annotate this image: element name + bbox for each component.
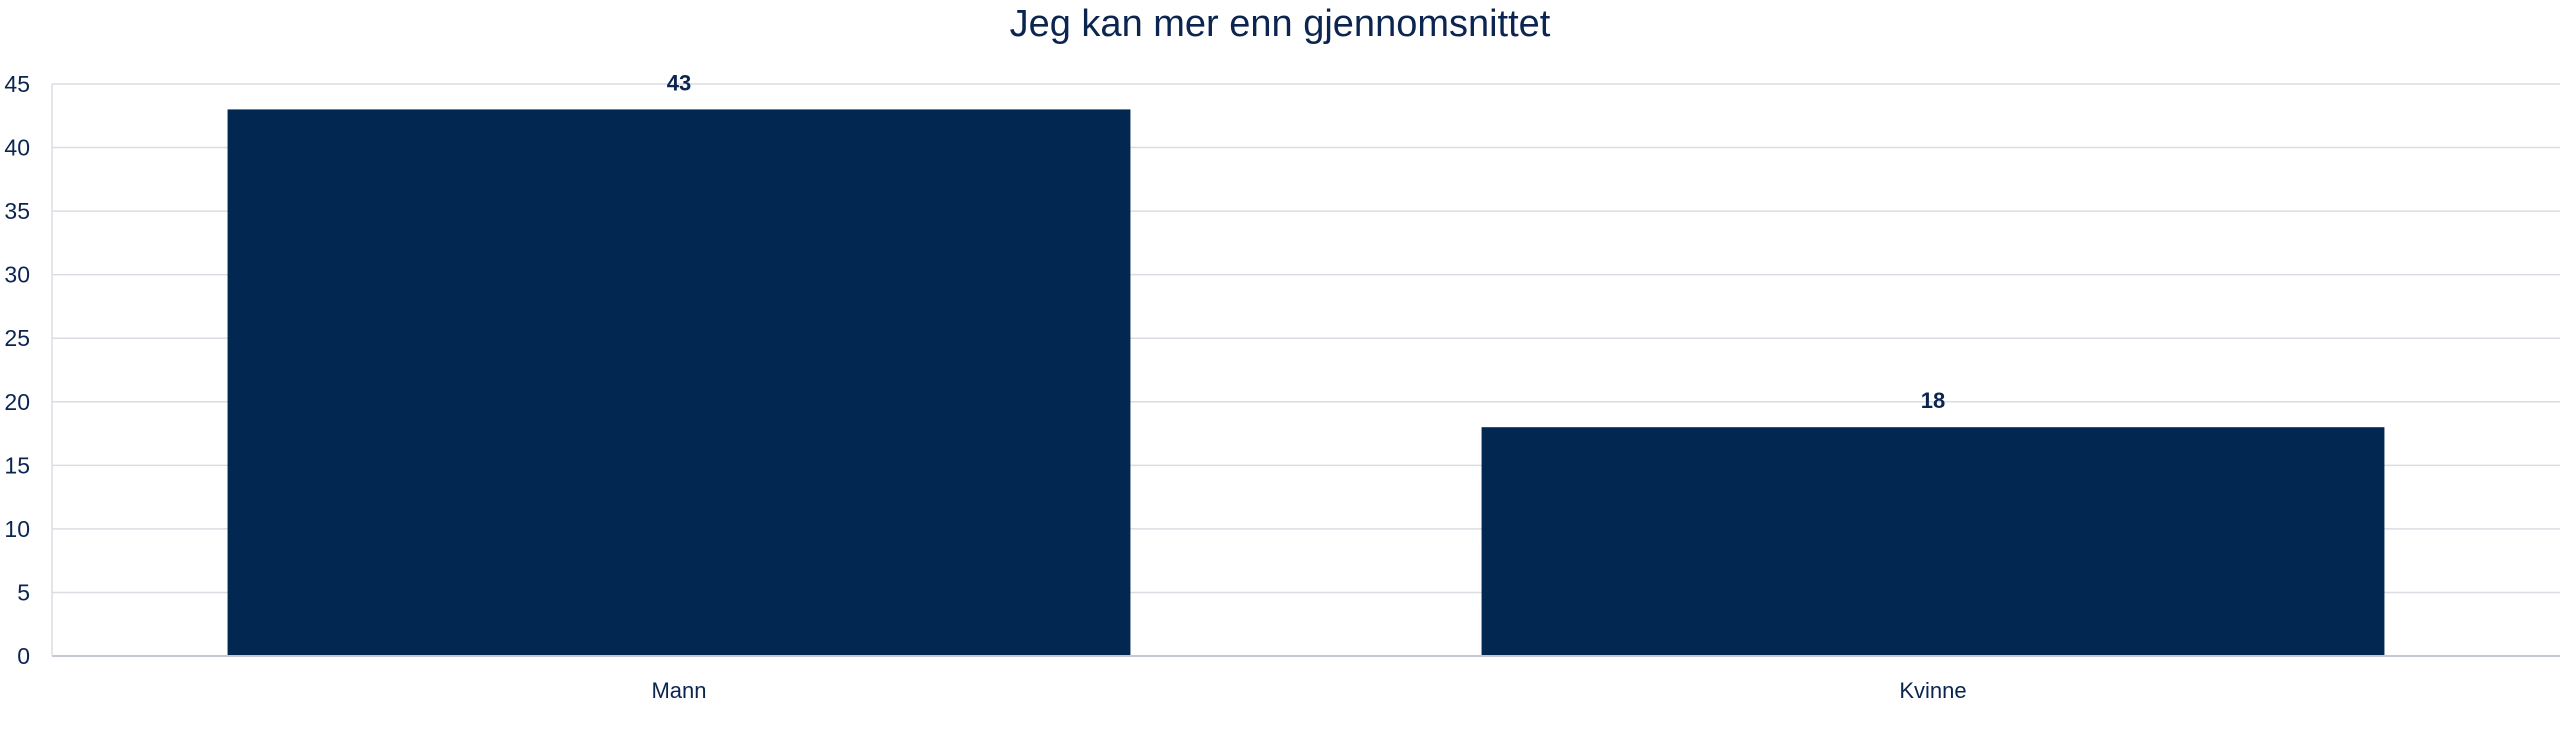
y-tick-label: 20 xyxy=(4,389,30,415)
y-tick-label: 5 xyxy=(17,579,30,605)
y-tick-label: 30 xyxy=(4,262,30,288)
y-tick-label: 10 xyxy=(4,516,30,542)
bar-kvinne xyxy=(1481,427,2385,656)
bar-value-label: 43 xyxy=(667,70,691,95)
y-tick-label: 15 xyxy=(4,452,30,478)
y-tick-label: 25 xyxy=(4,325,30,351)
y-tick-label: 40 xyxy=(4,135,30,161)
data-labels: 43 18 xyxy=(667,70,1945,413)
axes xyxy=(51,84,2560,657)
y-tick-label: 0 xyxy=(17,643,30,669)
y-tick-label: 35 xyxy=(4,198,30,224)
bar-value-label: 18 xyxy=(1921,388,1945,413)
y-axis-ticks: 0 5 10 15 20 25 30 35 40 45 xyxy=(4,71,30,669)
x-category-label: Mann xyxy=(651,678,706,703)
bars xyxy=(227,109,2385,656)
x-category-label: Kvinne xyxy=(1899,678,1966,703)
chart-title: Jeg kan mer enn gjennomsnittet xyxy=(1010,3,1551,45)
x-axis-categories: Mann Kvinne xyxy=(651,678,1966,703)
y-tick-label: 45 xyxy=(4,71,30,97)
bar-mann xyxy=(227,109,1131,656)
